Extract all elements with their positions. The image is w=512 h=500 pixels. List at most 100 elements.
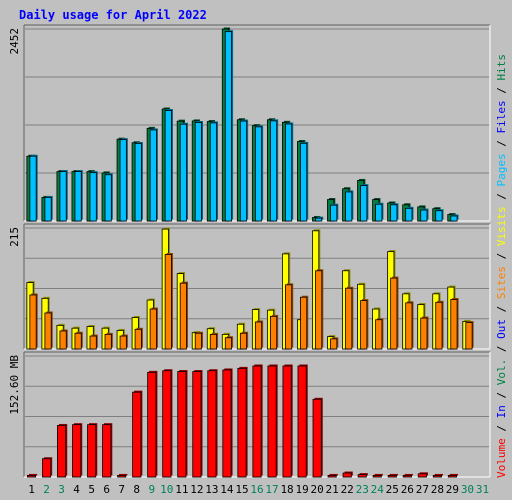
bar-sites-day-15 — [239, 331, 249, 350]
bar — [134, 328, 142, 350]
bar — [387, 475, 397, 478]
bar — [224, 337, 232, 350]
bar-volume-day-3 — [57, 423, 68, 478]
bar-volume-day-15 — [237, 366, 248, 478]
bar-sites-day-3 — [59, 329, 68, 350]
bar — [357, 474, 367, 478]
bar-sites-day-1 — [29, 293, 38, 350]
bar-shadow — [449, 473, 459, 476]
bar — [177, 371, 187, 478]
y-max-label: 2452 — [8, 28, 21, 55]
bar — [405, 302, 413, 350]
bar-sites-day-20 — [315, 269, 324, 350]
bar — [267, 365, 277, 478]
bar — [209, 122, 217, 222]
bar-sites-day-14 — [224, 336, 234, 350]
x-tick-label: 8 — [133, 483, 140, 496]
bar-volume-day-1 — [26, 473, 38, 478]
chart-panels: 2452 215 152.60 MB — [8, 24, 491, 478]
bar-files-day-22 — [345, 190, 354, 222]
bar — [74, 171, 82, 222]
bar-sites-day-22 — [345, 286, 354, 350]
bar — [132, 391, 142, 478]
bar-sites-day-29 — [450, 297, 459, 350]
bar-files-day-4 — [74, 170, 83, 222]
x-tick-label: 4 — [73, 483, 80, 496]
bar — [164, 254, 172, 350]
bar-files-day-8 — [134, 141, 143, 222]
bar — [390, 204, 398, 222]
x-tick-label: 15 — [235, 483, 248, 496]
bar — [224, 31, 232, 222]
bar-volume-day-23 — [357, 473, 368, 478]
legend-separator: / — [495, 246, 508, 266]
x-tick-label: 1 — [28, 483, 35, 496]
x-tick-label: 11 — [175, 483, 188, 496]
bar — [435, 210, 443, 222]
bar — [164, 110, 172, 222]
bar-files-day-18 — [285, 122, 294, 222]
bar — [117, 475, 127, 478]
bar-volume-day-5 — [87, 423, 98, 478]
bar — [209, 333, 217, 350]
bar-sites-day-21 — [330, 337, 339, 350]
bar-files-day-2 — [44, 195, 53, 222]
bar — [149, 308, 157, 350]
bar — [87, 424, 97, 478]
x-tick-label: 12 — [190, 483, 203, 496]
bar-files-day-25 — [390, 203, 399, 222]
bar-volume-day-20 — [312, 397, 323, 478]
bar-sites-day-13 — [209, 332, 219, 350]
bar — [239, 332, 248, 350]
bar-sites-day-26 — [405, 301, 414, 350]
legend-entry: Hits — [495, 54, 508, 81]
bar — [239, 120, 248, 222]
bar — [89, 172, 97, 222]
bar-sites-day-28 — [435, 300, 444, 350]
bar — [450, 299, 458, 350]
bar — [420, 209, 428, 222]
bar-shadow — [404, 473, 413, 476]
y-max-label: 152.60 MB — [8, 355, 21, 415]
bar — [330, 204, 338, 222]
bar — [252, 365, 262, 478]
bar — [104, 174, 112, 222]
bar-sites-day-18 — [285, 283, 294, 350]
bar — [420, 317, 428, 350]
bar — [285, 284, 293, 350]
bar — [315, 270, 323, 350]
bar-files-day-23 — [360, 184, 369, 222]
bar-sites-day-16 — [254, 320, 264, 350]
bar — [74, 332, 82, 350]
x-tick-label: 24 — [371, 483, 385, 496]
bar — [207, 370, 217, 478]
bar-sites-day-24 — [375, 318, 384, 350]
bar — [402, 475, 412, 478]
bar — [222, 369, 232, 478]
bar-volume-day-26 — [402, 473, 413, 478]
x-tick-label: 9 — [148, 483, 155, 496]
bar-files-day-19 — [300, 141, 309, 222]
bar-files-day-17 — [269, 119, 279, 222]
bar — [29, 155, 37, 222]
bar — [179, 123, 187, 222]
bar-sites-day-27 — [420, 316, 429, 350]
bar-volume-day-29 — [447, 473, 459, 478]
bar-sites-day-2 — [44, 311, 53, 350]
bar-files-day-3 — [59, 170, 68, 222]
bar-volume-day-10 — [162, 369, 173, 478]
bar — [312, 398, 322, 478]
bar-shadow — [119, 473, 128, 476]
legend-separator: / — [495, 339, 508, 359]
bar — [315, 217, 323, 222]
bar-shadow — [28, 473, 38, 476]
bar — [237, 367, 247, 478]
legend-entry: Visits — [495, 206, 508, 246]
bar — [44, 197, 52, 222]
bar — [345, 287, 353, 350]
bar-volume-day-17 — [267, 364, 278, 478]
bar — [254, 126, 263, 222]
bar-sites-day-5 — [89, 334, 98, 350]
bar — [89, 335, 97, 350]
